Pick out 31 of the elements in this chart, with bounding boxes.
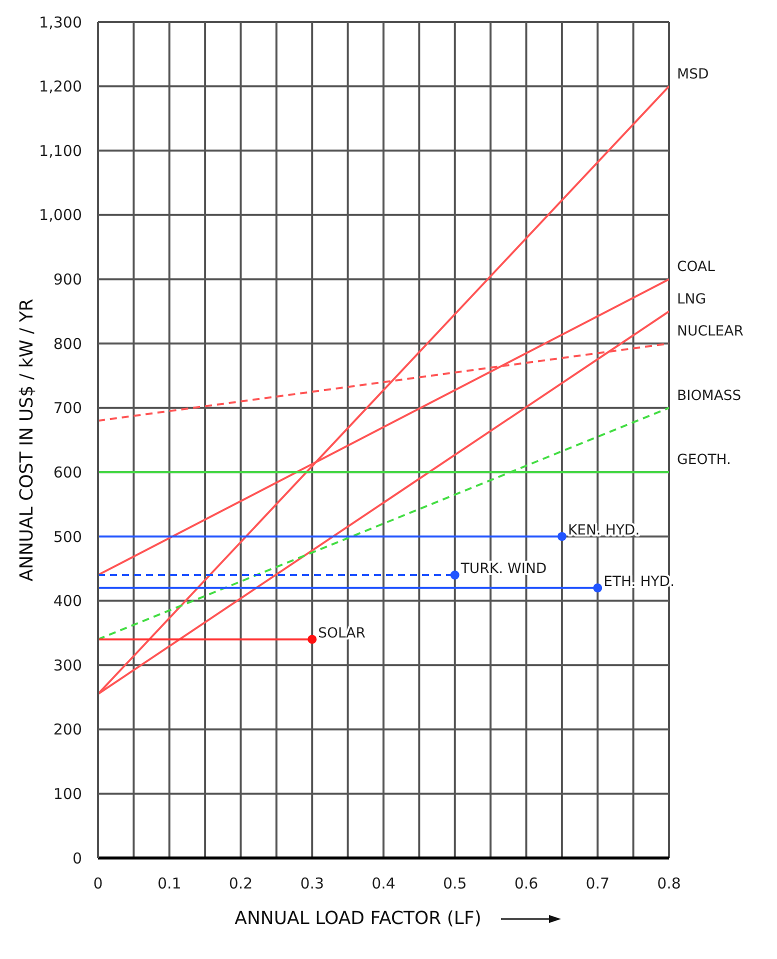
x-tick-label: 0.5 [442,874,467,893]
series-label: GEOTH. [677,452,731,468]
x-tick-label: 0.6 [514,874,538,893]
series-label: NUCLEAR [677,324,744,340]
series-label: COAL [677,259,716,276]
y-tick-label: 900 [53,270,82,289]
series-label: LNG [677,291,706,308]
x-tick-label: 0.7 [586,874,610,893]
y-tick-label: 200 [53,720,82,739]
y-tick-label: 700 [53,399,82,418]
x-tick-label: 0.2 [228,874,253,893]
x-tick-label: 0.4 [372,874,396,893]
x-tick-label: 0.3 [300,874,324,893]
y-tick-label: 400 [53,592,82,610]
series-label: BIOMASS [677,388,742,404]
y-tick-label: 500 [53,528,82,546]
x-tick-label: 0.1 [157,874,182,893]
y-tick-label: 1,300 [39,13,82,32]
y-tick-label: 300 [53,656,82,674]
series-label: MSD [677,66,709,82]
y-tick-label: 1,100 [39,142,82,160]
y-tick-label: 1,000 [39,206,82,224]
y-tick-label: 800 [53,334,82,353]
y-tick-label: 600 [53,463,82,482]
y-axis-title: ANNUAL COST IN US$ / kW / YR [16,298,38,582]
x-tick-label: 0 [93,874,103,893]
x-axis-title: ANNUAL LOAD FACTOR (LF) [234,908,482,929]
y-tick-label: 100 [53,785,82,804]
y-tick-label: 1,200 [39,78,82,96]
x-tick-label: 0.8 [657,874,681,893]
y-tick-label: 0 [72,849,82,868]
